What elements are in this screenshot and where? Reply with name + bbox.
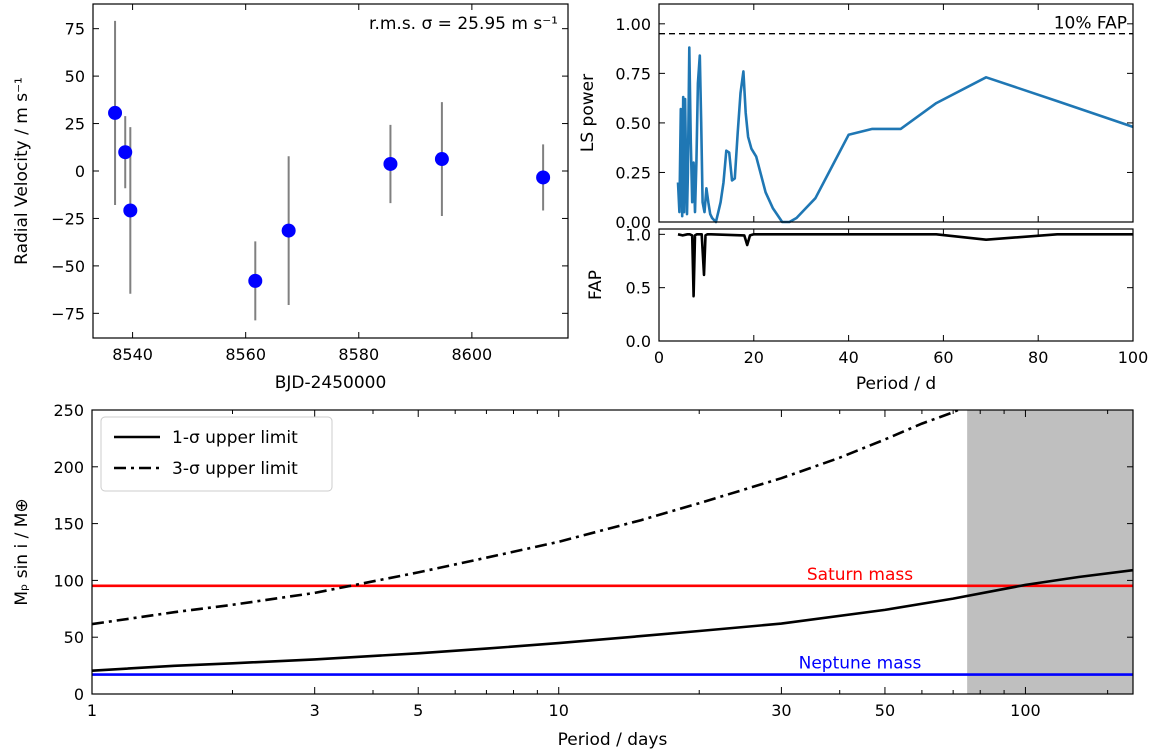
ls-ytick-label: 0.50 [615,114,651,133]
rv-panel: 8540 8560 8580 8600 −75 −50 −25 0 25 50 75 BJD-2450… [12,3,569,393]
rv-point [108,105,123,120]
rv-xtick-label: 8600 [452,345,493,364]
rv-point [281,223,296,238]
mass-xtick-label: 100 [1010,701,1041,720]
fap-xtick-label: 60 [933,348,953,367]
rv-point [248,273,263,288]
mass-frame [91,409,1134,695]
mass-panel: Saturn mass Neptune mass 1 3 5 10 30 50 100 0 50 10… [12,401,1134,750]
fap-frame [658,228,1134,342]
rv-point [383,156,398,171]
mass-ytick-label: 50 [64,628,84,647]
rv-annotation: r.m.s. σ = 25.95 m s⁻¹ [369,14,558,34]
rv-point [536,170,551,185]
fap-xtick-label: 80 [1028,348,1048,367]
reference-line-label: Saturn mass [807,565,913,585]
ls-ytick-label: 0.75 [615,64,651,83]
shaded-region [967,410,1133,694]
legend-label: 3-σ upper limit [172,459,298,479]
ls-frame [658,3,1134,223]
fap-line [677,233,1133,298]
rv-ytick-label: −75 [51,304,85,323]
fap-xtick-label: 40 [838,348,858,367]
mass-xtick-label: 50 [875,701,895,720]
mass-ytick-label: 250 [53,401,84,420]
rv-xlabel: BJD-2450000 [275,373,387,393]
mass-xtick-label: 5 [413,701,423,720]
rv-ytick-label: 25 [65,115,85,134]
mass-xtick-label: 1 [87,701,97,720]
rv-xtick-label: 8560 [225,345,266,364]
fap-threshold-label: 10% FAP [1054,14,1127,34]
fap-panel: 0 20 40 60 80 100 0.0 0.5 1.0 Period / d FAP [586,225,1148,394]
rv-ytick-label: 0 [75,162,85,181]
fap-ytick-label: 1.0 [626,225,651,244]
rv-point [434,152,449,167]
fap-xtick-label: 0 [654,348,664,367]
ls-ylabel: LS power [578,74,598,152]
fap-xtick-label: 100 [1118,348,1149,367]
rv-xtick-label: 8540 [112,345,153,364]
mass-ytick-label: 100 [53,571,84,590]
fap-ylabel: FAP [586,270,606,300]
rv-ytick-label: 75 [65,20,85,39]
legend-label: 1-σ upper limit [172,428,298,448]
mass-series-line [92,568,1133,672]
legend: 1-σ upper limit 3-σ upper limit [100,416,333,492]
mass-ytick-label: 0 [74,685,84,704]
rv-point [123,203,138,218]
fap-ytick-label: 0.0 [626,332,651,351]
rv-ytick-label: −50 [51,257,85,276]
rv-xtick-label: 8580 [338,345,379,364]
mass-xtick-label: 30 [771,701,791,720]
mass-ytick-label: 150 [53,515,84,534]
rv-point [118,145,133,160]
rv-ytick-label: 50 [65,67,85,86]
fap-xtick-label: 20 [744,348,764,367]
ls-ytick-label: 0.00 [615,213,651,232]
mass-xtick-label: 3 [310,701,320,720]
rv-ytick-label: −25 [51,209,85,228]
reference-line-label: Neptune mass [799,654,922,674]
mass-series-line [92,410,961,626]
rv-ylabel: Radial Velocity / m s⁻¹ [12,77,32,265]
rv-frame [92,3,569,339]
fap-xlabel: Period / d [856,374,936,394]
mass-ylabel: Mₚ sin i / M⊕ [12,498,32,605]
ls-ytick-label: 1.00 [615,15,651,34]
ls-panel: 10% FAP 0.00 0.25 0.50 0.75 1.00 LS power [578,3,1134,232]
mass-ytick-label: 200 [53,458,84,477]
mass-xtick-label: 10 [549,701,569,720]
ls-power-line [676,46,1134,224]
legend-box [100,416,333,492]
fap-ytick-label: 0.5 [626,279,651,298]
mass-xlabel: Period / days [558,730,668,750]
ls-ytick-label: 0.25 [615,163,651,182]
